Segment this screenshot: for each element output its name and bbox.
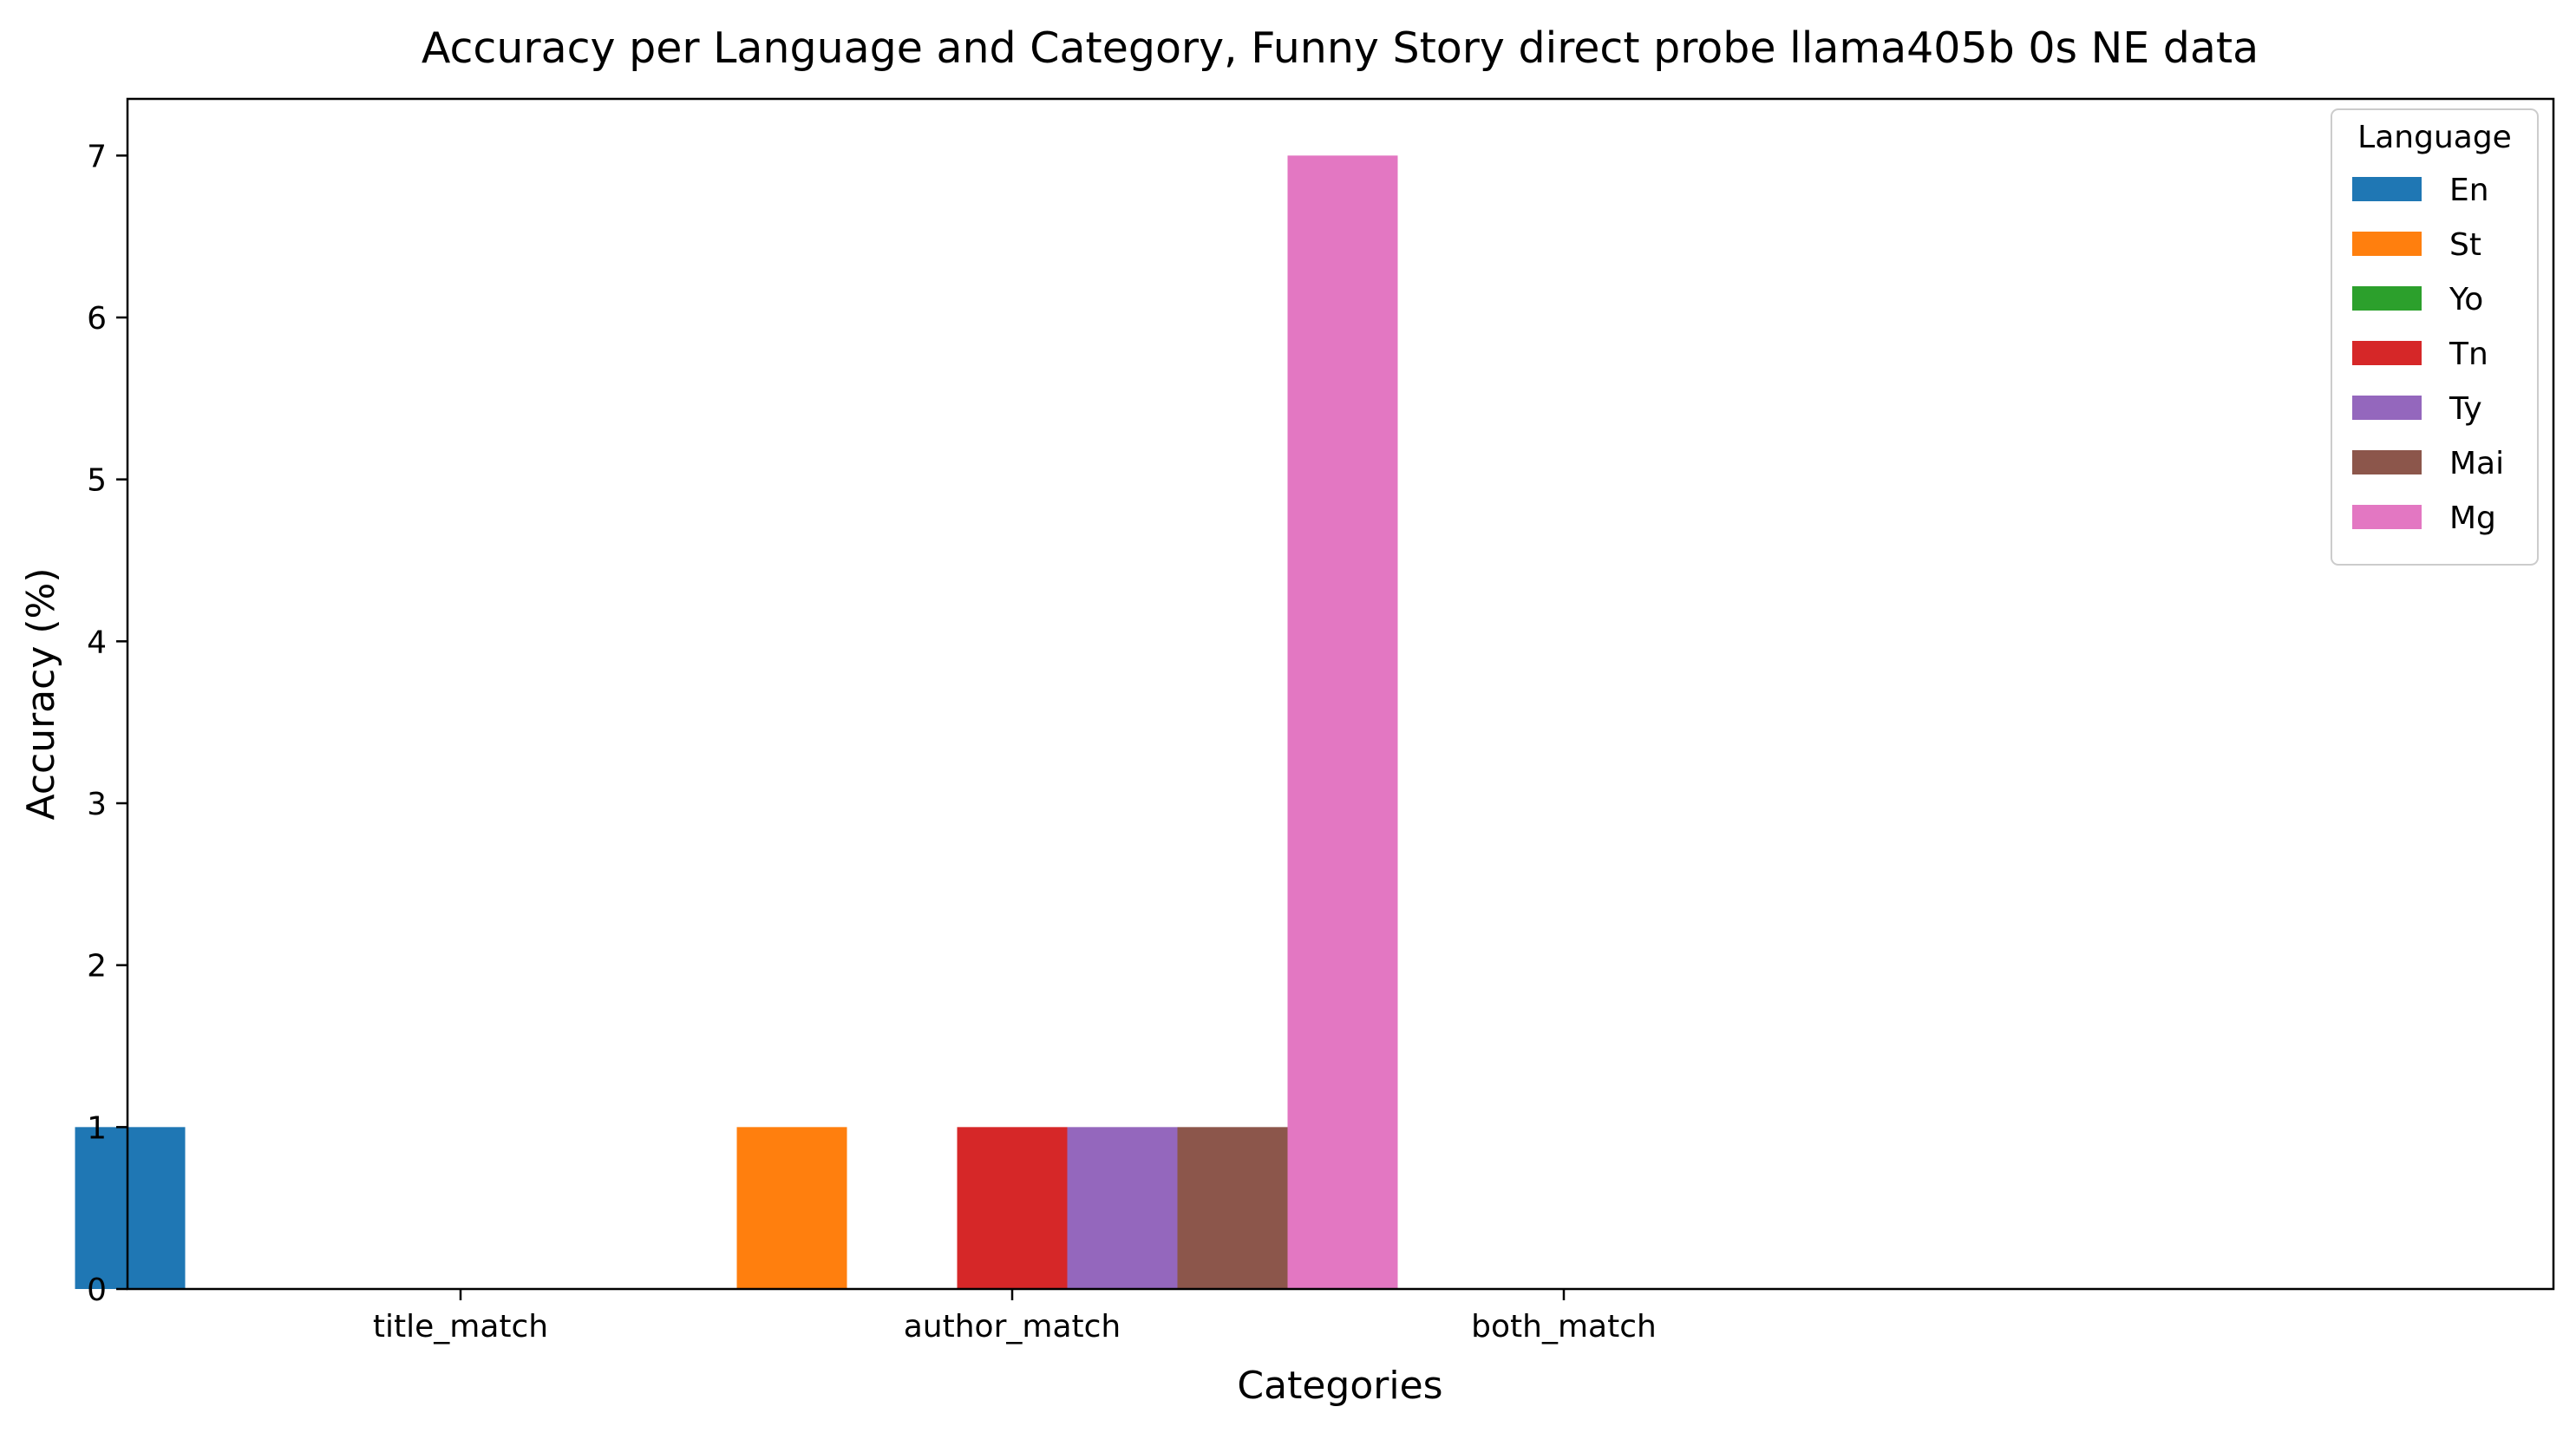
- y-tick-label: 4: [87, 625, 107, 660]
- bar-ty-author-match: [1067, 1127, 1178, 1289]
- bar-tn-author-match: [957, 1127, 1068, 1289]
- legend-label-mg: Mg: [2449, 501, 2496, 536]
- legend-label-yo: Yo: [2449, 282, 2483, 317]
- chart-title: Accuracy per Language and Category, Funn…: [422, 23, 2259, 73]
- legend-label-st: St: [2449, 227, 2481, 263]
- y-tick-label: 1: [87, 1110, 107, 1146]
- plot-area-frame: [126, 97, 2555, 1291]
- y-tick-label: 3: [87, 787, 107, 822]
- bars-group: [75, 155, 1398, 1289]
- bar-en-title-match: [75, 1127, 186, 1289]
- legend-swatch-yo: [2352, 286, 2422, 311]
- x-tick-label: title_match: [373, 1309, 548, 1345]
- y-axis-label: Accuracy (%): [19, 567, 63, 820]
- y-tick-label: 2: [87, 949, 107, 985]
- y-tick-label: 5: [87, 463, 107, 499]
- x-axis: title_match author_match both_match: [373, 1289, 1657, 1345]
- x-tick-label: both_match: [1471, 1309, 1657, 1345]
- legend-swatch-mg: [2352, 505, 2422, 529]
- x-tick-label: author_match: [904, 1309, 1121, 1345]
- y-tick-label: 6: [87, 301, 107, 337]
- bar-mg-author-match: [1287, 155, 1398, 1289]
- legend-swatch-st: [2352, 232, 2422, 256]
- y-tick-label: 0: [87, 1273, 107, 1308]
- legend-label-tn: Tn: [2449, 337, 2488, 372]
- legend-swatch-tn: [2352, 341, 2422, 365]
- x-axis-label: Categories: [1237, 1364, 1442, 1408]
- bar-mai-author-match: [1177, 1127, 1288, 1289]
- bar-st-author-match: [736, 1127, 847, 1289]
- legend-swatch-ty: [2352, 396, 2422, 420]
- legend-swatch-mai: [2352, 450, 2422, 474]
- legend-title: Language: [2357, 120, 2512, 155]
- legend: Language En St Yo Tn Ty Mai Mg: [2331, 108, 2539, 566]
- y-axis: 0 1 2 3 4 5 6 7: [87, 139, 127, 1308]
- legend-swatch-en: [2352, 177, 2422, 201]
- legend-label-en: En: [2449, 173, 2489, 208]
- legend-label-ty: Ty: [2449, 391, 2482, 427]
- legend-label-mai: Mai: [2449, 446, 2504, 481]
- y-tick-label: 7: [87, 139, 107, 174]
